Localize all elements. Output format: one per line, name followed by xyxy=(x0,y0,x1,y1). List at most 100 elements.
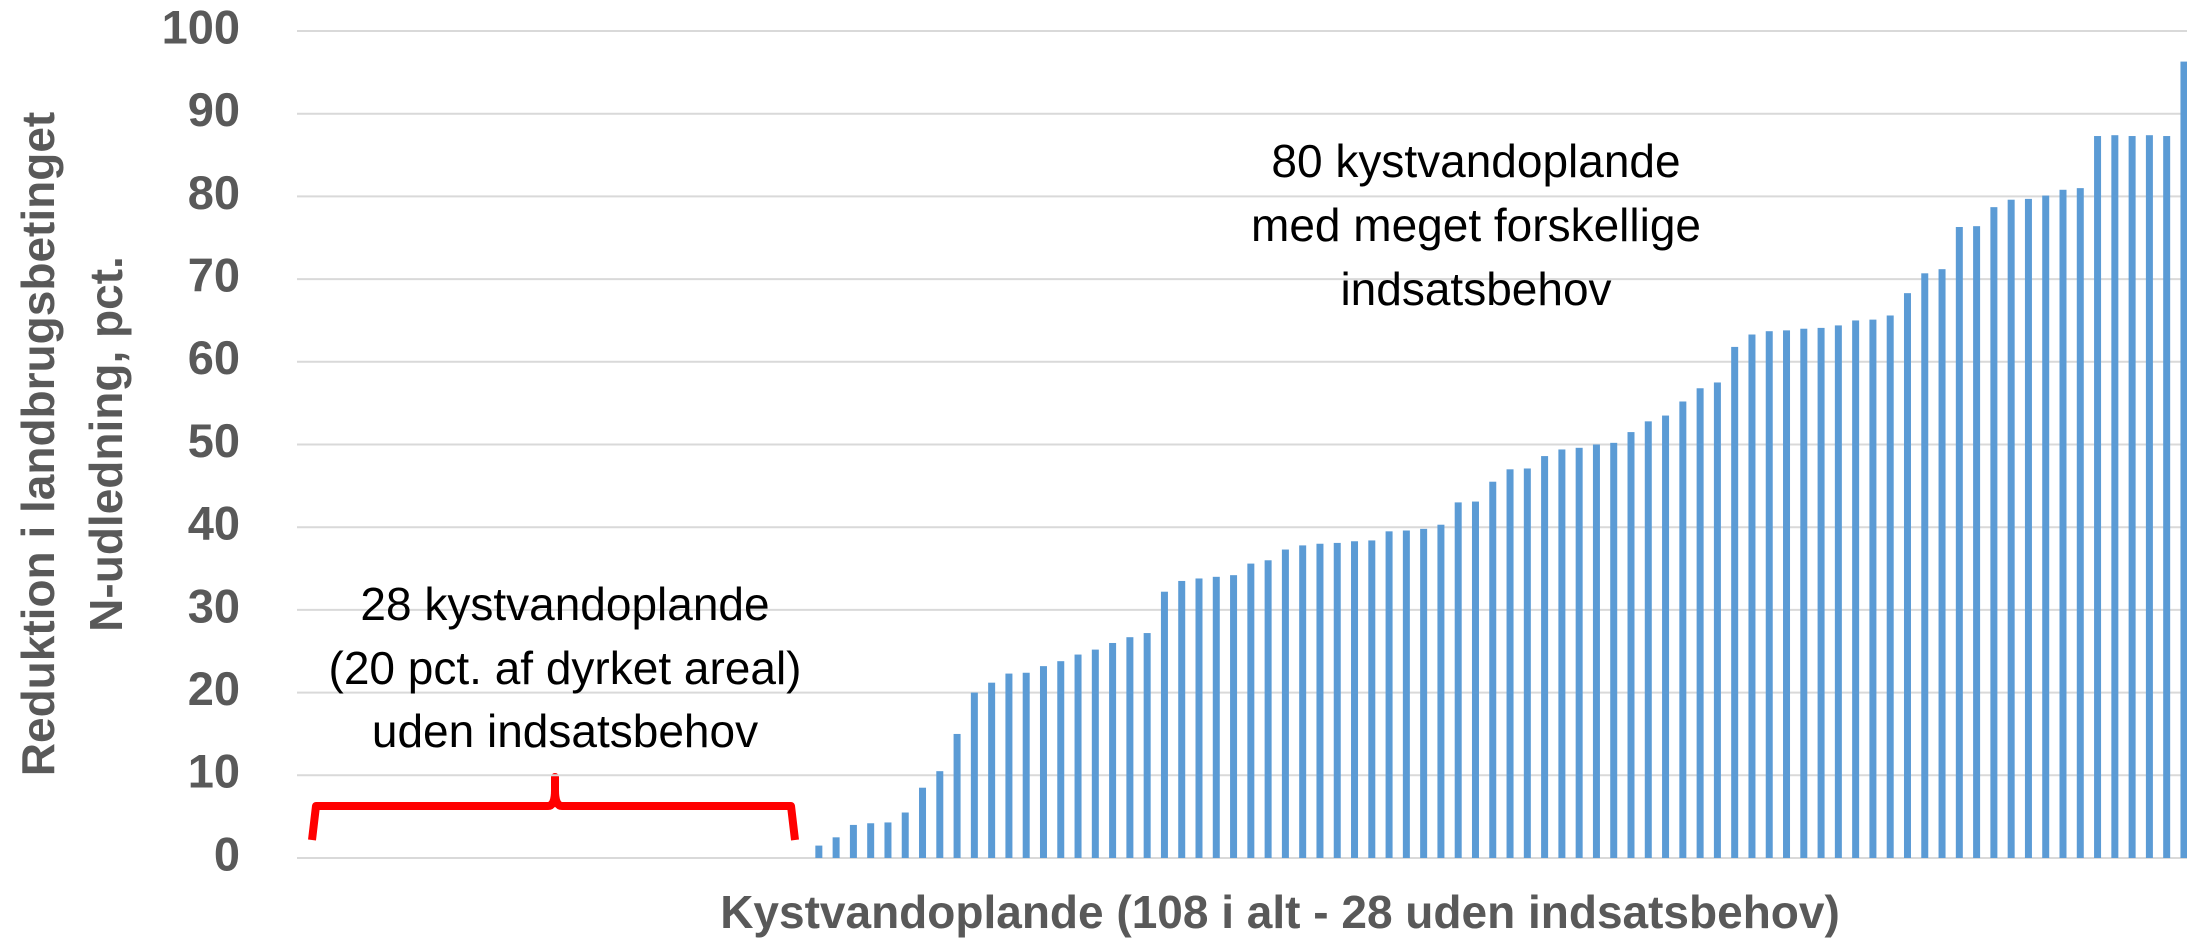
bar xyxy=(1471,501,1479,858)
bar xyxy=(832,837,840,858)
bar xyxy=(1852,320,1860,858)
bar xyxy=(1592,444,1600,858)
brace xyxy=(308,773,799,841)
bar xyxy=(1437,524,1445,858)
y-tick-label: 30 xyxy=(188,579,240,632)
bar xyxy=(1299,545,1307,858)
bar xyxy=(2163,136,2171,859)
y-tick-label: 10 xyxy=(188,745,240,798)
bar xyxy=(1385,531,1393,858)
bar xyxy=(1022,672,1030,858)
bar xyxy=(1281,549,1289,858)
bar xyxy=(2042,195,2050,858)
y-tick-label: 70 xyxy=(188,249,240,302)
bar xyxy=(1696,388,1704,858)
bar xyxy=(919,787,927,858)
bar xyxy=(884,822,892,858)
bar xyxy=(2180,61,2187,858)
bar xyxy=(1644,421,1652,858)
bar xyxy=(1091,649,1099,858)
annotation: indsatsbehov xyxy=(1340,263,1611,315)
bar xyxy=(2007,199,2015,858)
bar xyxy=(1955,226,1963,858)
y-tick-label: 20 xyxy=(188,662,240,715)
x-axis-label: Kystvandoplande (108 i alt - 28 uden ind… xyxy=(720,886,1840,938)
annotation: 80 kystvandoplande xyxy=(1271,135,1680,187)
bar xyxy=(1610,442,1618,858)
bar xyxy=(1005,673,1013,858)
bar xyxy=(1195,578,1203,858)
bar xyxy=(1834,325,1842,858)
bar xyxy=(1333,542,1341,858)
bar xyxy=(1886,315,1894,858)
bar xyxy=(1973,226,1981,858)
bar xyxy=(988,682,996,858)
bar xyxy=(1264,560,1272,858)
bar xyxy=(1731,346,1739,858)
y-tick-label: 50 xyxy=(188,414,240,467)
bar xyxy=(1679,401,1687,858)
bar xyxy=(1748,334,1756,858)
bar xyxy=(1247,563,1255,858)
annotation: (20 pct. af dyrket areal) xyxy=(329,642,802,694)
bar xyxy=(901,812,909,858)
bar xyxy=(2145,135,2153,858)
bar xyxy=(2094,136,2102,859)
y-tick-label: 90 xyxy=(188,83,240,136)
bar xyxy=(970,692,978,858)
bar xyxy=(1454,502,1462,858)
bar xyxy=(1903,293,1911,858)
bar xyxy=(1143,633,1151,858)
bar xyxy=(2128,136,2136,859)
bar xyxy=(1506,469,1514,858)
bar xyxy=(1126,637,1134,858)
y-tick-label: 40 xyxy=(188,497,240,550)
y-axis-label: N-udledning, pct. xyxy=(80,256,132,632)
bar xyxy=(1489,481,1497,858)
annotation: med meget forskellige xyxy=(1251,199,1701,251)
bar xyxy=(1627,432,1635,858)
bar xyxy=(2111,135,2119,858)
annotation: 28 kystvandoplande xyxy=(360,578,769,630)
bar xyxy=(1316,543,1324,858)
bar xyxy=(1402,530,1410,858)
bar xyxy=(1178,580,1186,858)
bar xyxy=(1938,269,1946,858)
y-tick-label: 0 xyxy=(214,827,240,880)
bar xyxy=(849,824,857,858)
bar xyxy=(1420,528,1428,858)
bar xyxy=(1109,642,1117,858)
bar xyxy=(2059,189,2067,858)
bar xyxy=(1869,319,1877,858)
bar xyxy=(1057,661,1065,858)
bar xyxy=(1351,541,1359,858)
bar xyxy=(936,771,944,858)
bar xyxy=(1230,575,1238,858)
bar xyxy=(1541,456,1549,858)
y-tick-label: 100 xyxy=(162,0,240,53)
bar xyxy=(1160,591,1168,858)
bar xyxy=(1921,273,1929,858)
bar xyxy=(1039,666,1047,858)
y-axis-label: Reduktion i landbrugsbetinget xyxy=(12,112,64,776)
bar xyxy=(2024,198,2032,859)
bar xyxy=(1074,654,1082,858)
y-tick-label: 80 xyxy=(188,166,240,219)
bar xyxy=(867,823,875,858)
bar xyxy=(1212,576,1220,858)
bar xyxy=(1575,447,1583,858)
bar xyxy=(1368,540,1376,858)
bar xyxy=(1558,449,1566,858)
y-tick-label: 60 xyxy=(188,331,240,384)
bar xyxy=(1662,415,1670,858)
bar xyxy=(1765,331,1773,858)
bar xyxy=(1783,330,1791,858)
bar xyxy=(1523,468,1531,858)
bar xyxy=(1817,327,1825,858)
annotation: uden indsatsbehov xyxy=(372,705,758,757)
bar xyxy=(953,733,961,858)
bar xyxy=(1800,328,1808,859)
bar xyxy=(815,845,823,858)
bar xyxy=(1713,382,1721,858)
